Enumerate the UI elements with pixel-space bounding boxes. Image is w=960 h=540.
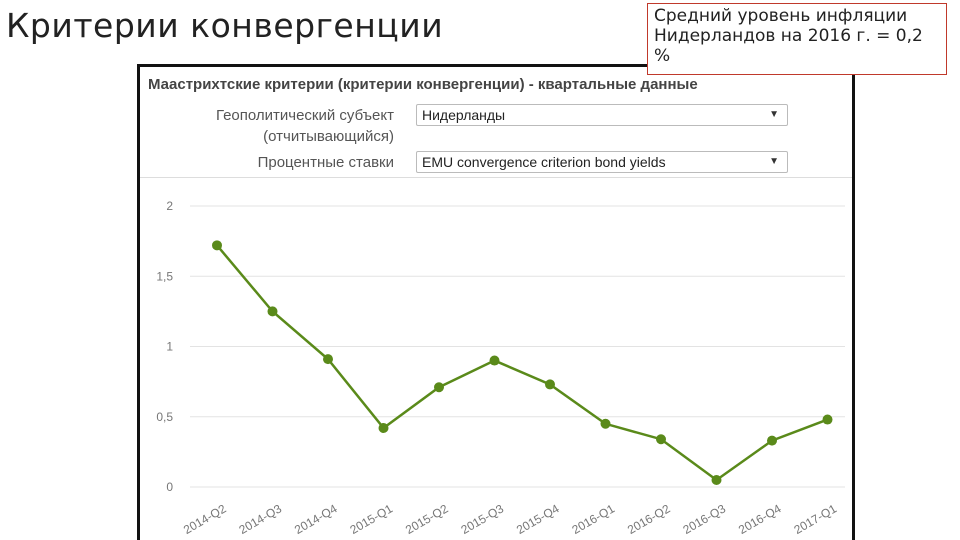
- y-tick-label: 0: [166, 480, 173, 494]
- line-chart: 00,511,52 2014-Q2 2014-Q3 2014-Q4 2015-Q1 20…: [156, 199, 845, 537]
- series-line: [216, 244, 828, 482]
- x-tick-label: 2016-Q1: [570, 501, 618, 537]
- interest-rate-select[interactable]: EMU convergence criterion bond yields ▼: [416, 151, 788, 173]
- x-tick-label: 2014-Q3: [237, 501, 285, 537]
- y-tick-label: 0,5: [156, 410, 173, 424]
- geo-entity-select[interactable]: Нидерланды ▼: [416, 104, 788, 126]
- data-point[interactable]: [711, 474, 722, 485]
- x-tick-label: 2015-Q2: [403, 501, 451, 537]
- data-point[interactable]: [545, 379, 555, 390]
- data-point[interactable]: [267, 306, 278, 317]
- data-point[interactable]: [434, 382, 444, 393]
- data-point[interactable]: [822, 414, 833, 425]
- x-tick-label: 2015-Q1: [348, 501, 396, 537]
- y-tick-label: 2: [166, 199, 173, 213]
- data-point[interactable]: [656, 434, 666, 445]
- y-tick-label: 1: [166, 340, 173, 354]
- interest-rate-label: Процентные ставки: [257, 154, 394, 171]
- geo-entity-label: Геополитический субъект (отчитывающийся): [216, 105, 394, 147]
- series-group: [212, 240, 833, 485]
- x-tick-label: 2015-Q4: [514, 501, 562, 537]
- x-axis-ticks: 2014-Q2 2014-Q3 2014-Q4 2015-Q1 2015-Q2 2015-…: [181, 501, 839, 537]
- x-tick-label: 2016-Q2: [625, 501, 673, 537]
- x-tick-label: 2014-Q2: [181, 501, 229, 537]
- interest-rate-value: EMU convergence criterion bond yields: [422, 154, 666, 170]
- grid-lines: [190, 205, 845, 488]
- slide-title: Критерии конвергенции: [6, 6, 444, 45]
- geo-entity-value: Нидерланды: [422, 107, 506, 123]
- x-tick-label: 2014-Q4: [292, 501, 340, 537]
- geo-entity-label-line1: Геополитический субъект: [215, 107, 394, 124]
- chevron-down-icon: ▼: [769, 109, 779, 120]
- x-tick-label: 2016-Q4: [736, 501, 784, 537]
- y-axis-ticks: 0 0,5 1 1,5 2: [156, 199, 173, 494]
- filter-separator: [140, 177, 852, 178]
- panel-title: Маастрихтские критерии (критерии конверг…: [148, 76, 698, 93]
- data-point[interactable]: [767, 435, 777, 446]
- data-point[interactable]: [378, 422, 389, 433]
- data-point[interactable]: [489, 355, 500, 366]
- inflation-note: Средний уровень инфляции Нидерландов на …: [647, 3, 947, 75]
- x-tick-label: 2016-Q3: [681, 501, 729, 537]
- chart-panel: Маастрихтские критерии (критерии конверг…: [137, 64, 855, 540]
- data-point[interactable]: [323, 354, 333, 365]
- data-point[interactable]: [212, 240, 222, 251]
- data-point[interactable]: [600, 418, 611, 429]
- x-tick-label: 2015-Q3: [459, 501, 507, 537]
- chevron-down-icon: ▼: [769, 156, 779, 167]
- geo-entity-label-line2: (отчитывающийся): [263, 128, 394, 145]
- x-tick-label: 2017-Q1: [792, 501, 840, 537]
- y-tick-label: 1,5: [156, 269, 173, 283]
